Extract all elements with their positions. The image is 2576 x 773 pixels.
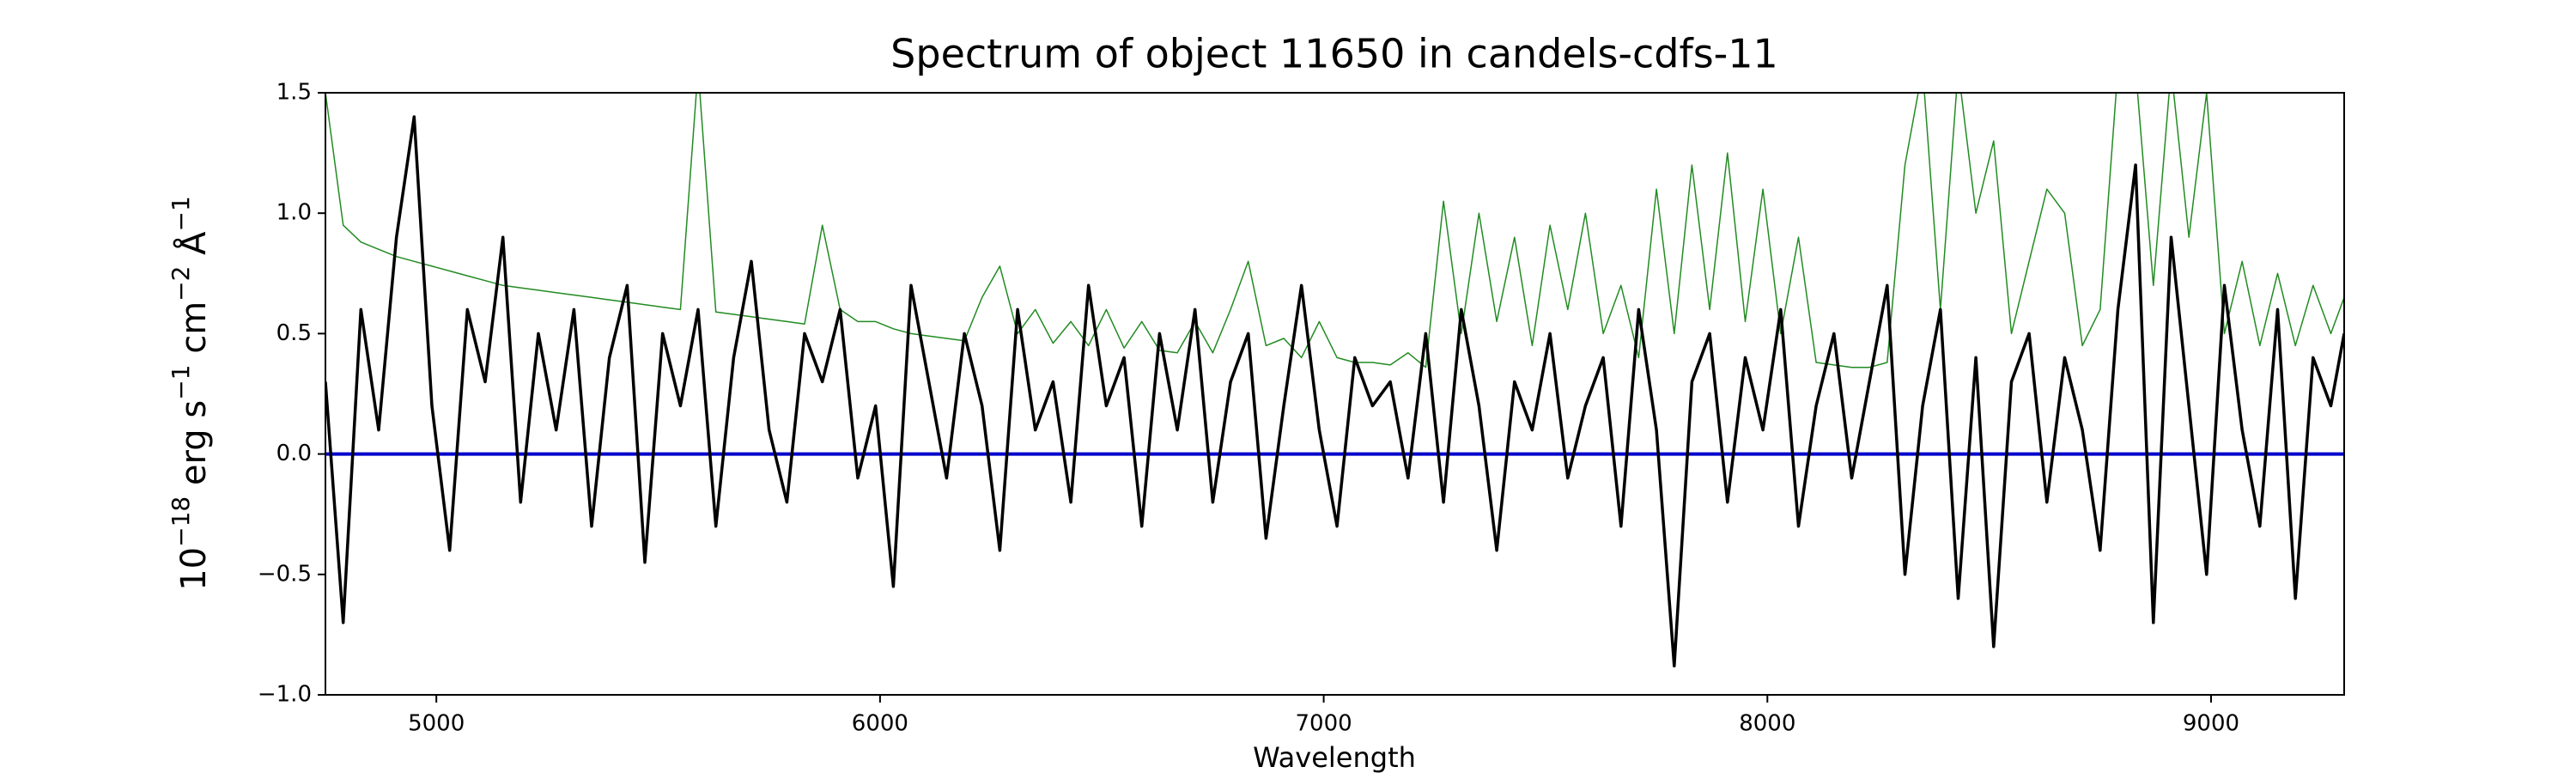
- x-tick-label: 7000: [1295, 711, 1352, 737]
- y-axis-label-part: −1: [167, 365, 195, 400]
- x-tick-label: 5000: [408, 711, 465, 737]
- x-tick-label: 8000: [1739, 711, 1795, 737]
- y-tick-label: 1.5: [276, 80, 312, 106]
- y-tick-label: 0.0: [276, 441, 312, 466]
- y-axis-label-part: −18: [167, 496, 195, 547]
- plot-area: [325, 93, 2344, 668]
- y-axis-label-part: cm: [174, 301, 214, 365]
- y-tick-label: −1.0: [258, 682, 312, 708]
- x-tick-label: 6000: [852, 711, 908, 737]
- y-tick-label: −0.5: [258, 561, 312, 587]
- y-axis-label-part: 10: [174, 547, 214, 591]
- x-axis-label: Wavelength: [1253, 741, 1416, 773]
- y-tick-label: 1.0: [276, 200, 312, 226]
- y-axis-label-part: Å: [173, 231, 214, 266]
- y-axis-label-part: −1: [167, 196, 195, 231]
- plot-frame: [325, 92, 2345, 696]
- spectrum-line: [325, 93, 2344, 368]
- y-axis-label-part: erg s: [174, 400, 214, 496]
- y-axis-label: 10−18 erg s−1 cm−2 Å−1: [167, 196, 215, 591]
- spectrum-line: [325, 115, 2344, 668]
- y-tick-label: 0.5: [276, 320, 312, 346]
- x-tick-label: 9000: [2183, 711, 2239, 737]
- y-axis-label-part: −2: [167, 266, 195, 301]
- chart-title: Spectrum of object 11650 in candels-cdfs…: [890, 31, 1778, 77]
